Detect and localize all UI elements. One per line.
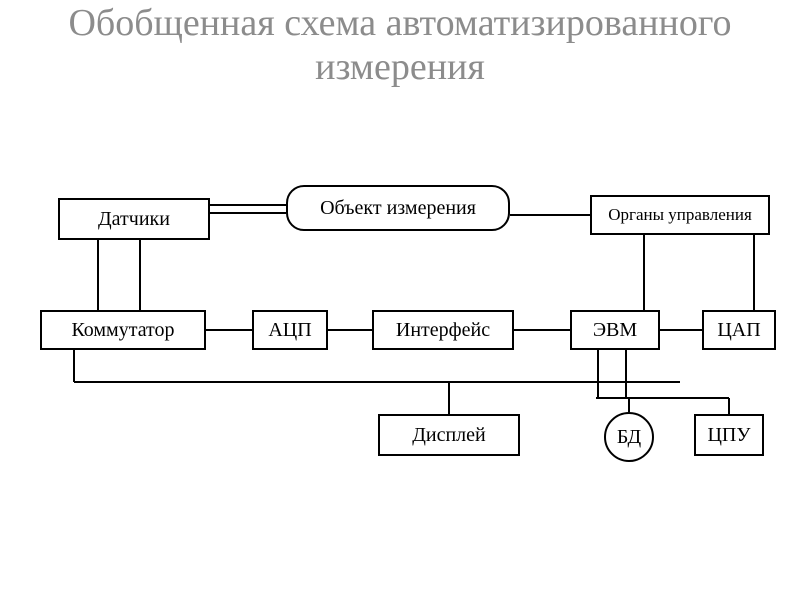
node-sensors: Датчики: [58, 198, 210, 240]
node-display: Дисплей: [378, 414, 520, 456]
node-label: Дисплей: [412, 424, 486, 447]
page-title: Обобщенная схема автоматизированного изм…: [0, 2, 800, 89]
node-label: ЦАП: [717, 319, 760, 342]
node-interface: Интерфейс: [372, 310, 514, 350]
node-object: Объект измерения: [286, 185, 510, 231]
node-evm: ЭВМ: [570, 310, 660, 350]
node-label: ЦПУ: [707, 424, 750, 447]
node-label: Объект измерения: [320, 197, 476, 220]
node-label: Коммутатор: [71, 319, 174, 342]
node-label: БД: [617, 426, 641, 449]
diagram-stage: Обобщенная схема автоматизированного изм…: [0, 0, 800, 600]
node-label: АЦП: [268, 319, 311, 342]
node-label: Датчики: [98, 208, 170, 231]
node-adc: АЦП: [252, 310, 328, 350]
node-label: ЭВМ: [593, 319, 637, 342]
diagram-edges: [0, 0, 800, 600]
node-controls: Органы управления: [590, 195, 770, 235]
node-db: БД: [604, 412, 654, 462]
node-label: Интерфейс: [396, 319, 490, 342]
node-commutator: Коммутатор: [40, 310, 206, 350]
node-dac: ЦАП: [702, 310, 776, 350]
node-printer: ЦПУ: [694, 414, 764, 456]
node-label: Органы управления: [608, 205, 752, 225]
